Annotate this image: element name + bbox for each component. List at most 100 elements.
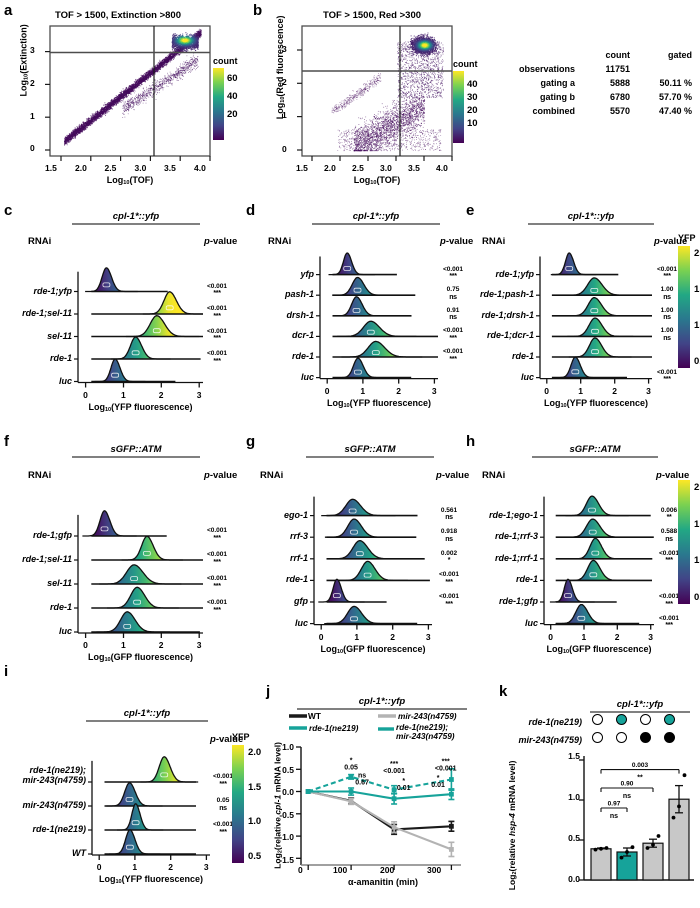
xtick: 100 (333, 865, 347, 875)
p-value-number: <0.001 (207, 350, 227, 357)
row-label: rde-1 (0, 602, 72, 612)
p-value-number: 0.90 (621, 781, 634, 788)
xtick: 4.0 (436, 163, 448, 173)
xtick: 3.5 (164, 163, 176, 173)
panel-h-group-rule (532, 456, 658, 458)
colorbar-label (678, 467, 690, 478)
panel-c-rnai-header: RNAi (28, 236, 51, 247)
xtick: 3 (648, 632, 653, 642)
ytick: 0.0 (568, 874, 580, 884)
ytick: 0.5 (282, 765, 294, 775)
significance-stars: *** (213, 313, 220, 320)
panel-e-group-title: cpl-1*::yfp (528, 211, 654, 222)
significance-stars: *** (213, 583, 220, 590)
panel-g-group-title: sGFP::ATM (306, 444, 434, 455)
xtick: 3 (432, 386, 437, 396)
xlabel-pre: Log (546, 644, 563, 654)
p-value-number: 1.00 (661, 286, 674, 293)
row-label: luc (236, 618, 308, 628)
row-gated (630, 62, 692, 76)
legend-swatch-rde1 (289, 724, 307, 732)
row-count: 5570 (575, 104, 630, 118)
row-label: ego-1 (236, 510, 308, 520)
colorbar-gradient (678, 480, 690, 604)
row-gated: 47.40 % (630, 104, 692, 118)
significance-stars: *** (213, 358, 220, 365)
panel-k-genotype-row-2-label: mir-243(n4759) (490, 735, 582, 745)
row-label: luc (0, 376, 72, 386)
panel-g-xlabel: Log10(GFP fluorescence) (278, 644, 468, 655)
xtick: 1.5 (45, 163, 57, 173)
panel-c-group-rule (72, 223, 200, 225)
panel-k-ylabel: Log2(relative hsp-4 mRNA level) (507, 743, 518, 908)
xtick: 2.0 (324, 163, 336, 173)
panel-j-xlabel: α-amanitin (min) (293, 877, 473, 887)
colorbar-tick: 2.0 (694, 248, 700, 259)
xlabel-pre: Log (354, 175, 371, 185)
ylabel-pre: Log (19, 80, 29, 97)
significance-stars: ** (637, 775, 643, 782)
genotype-dot-open (592, 714, 603, 725)
table-row: gating a 5888 50.11 % (492, 76, 692, 90)
p-value-number: 1.00 (661, 307, 674, 314)
panel-a-colorbar: count 60 40 20 (213, 56, 238, 140)
p-value-number: <0.001 (435, 766, 457, 773)
panel-k-genotype-row-1-label: rde-1(ne219) (490, 717, 582, 727)
xlabel-pre: Log (99, 874, 116, 884)
significance-stars: *** (213, 607, 220, 614)
ylabel-sub: 2 (277, 850, 283, 853)
xtick: 3.0 (135, 163, 147, 173)
panel-e-rnai-header: RNAi (482, 236, 505, 247)
panel-c-group-title: cpl-1*::yfp (72, 211, 200, 222)
row-label: rde-1 (450, 574, 538, 584)
panel-k-group-title: cpl-1*::yfp (590, 699, 690, 710)
panel-h-xlabel: Log10(GFP fluorescence) (508, 644, 690, 655)
xtick: 2 (159, 390, 164, 400)
table-header-row: count gated (492, 48, 692, 62)
p-value-number: <0.001 (213, 773, 233, 780)
significance-stars: ns (219, 805, 227, 812)
significance-stars: ns (623, 793, 631, 800)
row-label: gfp (236, 596, 308, 606)
xtick: 0 (544, 386, 549, 396)
p-value: <0.001*** (650, 370, 684, 384)
xtick: 4.0 (194, 163, 206, 173)
ylabel-sub: 2 (512, 872, 518, 875)
p-value: <0.001*** (200, 552, 234, 566)
th-label (492, 48, 575, 62)
colorbar-tick: 40 (467, 79, 478, 90)
significance-stars: *** (219, 829, 226, 836)
row-label-line1: rde-1(ne219); (29, 765, 86, 775)
ylabel-ital: hsp-4 (507, 813, 517, 836)
significance-stars: ns (610, 813, 618, 820)
panel-k: cpl-1*::yfp rde-1(ne219) mir-243(n4759) … (490, 680, 700, 903)
panel-a-ylabel: Log10(Extinction) (19, 5, 30, 115)
xtick: 2.0 (75, 163, 87, 173)
row-label: rde-1 (236, 574, 308, 584)
significance-stars: ns (663, 314, 671, 321)
significance-stars: ns (663, 294, 671, 301)
panel-f-rnai-header: RNAi (28, 470, 51, 481)
colorbar-label: count (213, 56, 238, 66)
table-row: gating b 6780 57.70 % (492, 90, 692, 104)
p-value-number: 0.006 (661, 507, 677, 514)
p-value: <0.001*** (200, 528, 234, 542)
panel-h-letter: h (466, 434, 475, 449)
row-label: gating a (492, 76, 575, 90)
p-value-number: <0.001 (659, 593, 679, 600)
panel-d-xlabel: Log10(YFP fluorescence) (284, 398, 474, 409)
ylabel-post: mRNA level) (273, 742, 283, 795)
genotype-dot-black (664, 732, 675, 743)
xtick: 0 (548, 632, 553, 642)
panel-c-pvalue-header: p-value (204, 236, 237, 247)
xtick: 2.5 (352, 163, 364, 173)
panel-d-rnai-header: RNAi (268, 236, 291, 247)
significance-stars: ns (663, 335, 671, 342)
row-label: rde-1;rrf-3 (450, 531, 538, 541)
panel-i-letter: i (4, 664, 8, 679)
row-label: observations (492, 62, 575, 76)
xtick: 1 (578, 386, 583, 396)
panel-a: TOF > 1500, Extinction >800 Log10(Extinc… (0, 0, 250, 195)
